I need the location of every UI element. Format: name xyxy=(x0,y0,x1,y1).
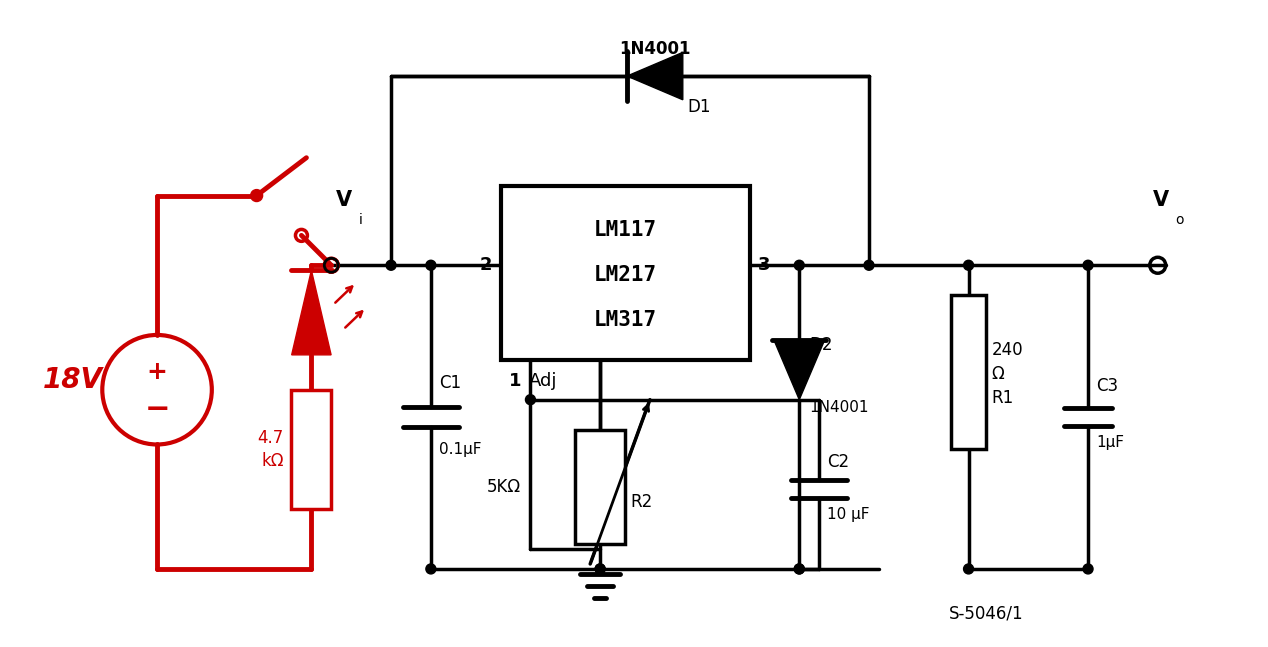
Text: R2: R2 xyxy=(630,493,652,510)
Text: 2: 2 xyxy=(481,256,492,274)
Circle shape xyxy=(426,260,436,270)
Text: 4.7: 4.7 xyxy=(257,428,284,446)
Text: 1N4001: 1N4001 xyxy=(619,40,691,58)
Circle shape xyxy=(964,564,974,574)
Bar xyxy=(292,389,331,509)
Text: kΩ: kΩ xyxy=(261,452,284,470)
Circle shape xyxy=(595,564,605,574)
Text: LM117: LM117 xyxy=(593,221,657,241)
Circle shape xyxy=(525,395,535,404)
Circle shape xyxy=(864,260,874,270)
Text: D1: D1 xyxy=(687,98,711,116)
Text: 10 μF: 10 μF xyxy=(827,507,870,522)
Text: i: i xyxy=(359,214,363,227)
Text: V: V xyxy=(336,190,353,210)
Circle shape xyxy=(794,564,804,574)
Circle shape xyxy=(964,260,974,270)
Text: 240: 240 xyxy=(992,342,1023,359)
Bar xyxy=(951,295,987,450)
Circle shape xyxy=(385,260,396,270)
Text: 5KΩ: 5KΩ xyxy=(487,477,520,496)
Text: S-5046/1: S-5046/1 xyxy=(948,605,1023,623)
Text: 1μF: 1μF xyxy=(1096,435,1123,450)
Text: 1: 1 xyxy=(508,372,521,389)
Text: 1N4001: 1N4001 xyxy=(809,400,869,415)
Text: 0.1μF: 0.1μF xyxy=(439,442,482,457)
Polygon shape xyxy=(628,52,682,100)
Text: LM317: LM317 xyxy=(593,310,657,330)
Circle shape xyxy=(1083,564,1093,574)
Text: C3: C3 xyxy=(1096,377,1118,395)
Text: LM217: LM217 xyxy=(593,265,657,285)
Text: Adj: Adj xyxy=(529,372,557,389)
Circle shape xyxy=(794,260,804,270)
Text: V: V xyxy=(1153,190,1169,210)
Text: 3: 3 xyxy=(757,256,770,274)
Circle shape xyxy=(426,564,436,574)
Bar xyxy=(501,186,749,360)
Circle shape xyxy=(251,190,262,201)
Text: −: − xyxy=(145,395,170,424)
Text: R1: R1 xyxy=(992,389,1013,407)
Circle shape xyxy=(794,564,804,574)
Circle shape xyxy=(595,564,605,574)
Circle shape xyxy=(1083,260,1093,270)
Text: 18V: 18V xyxy=(43,366,103,394)
Polygon shape xyxy=(292,270,331,355)
Bar xyxy=(576,430,625,544)
Text: +: + xyxy=(147,360,167,384)
Text: o: o xyxy=(1175,214,1184,227)
Text: Ω: Ω xyxy=(992,366,1004,383)
Text: D2: D2 xyxy=(809,336,833,354)
Text: C1: C1 xyxy=(439,374,462,392)
Text: C2: C2 xyxy=(827,454,850,472)
Polygon shape xyxy=(773,340,824,400)
